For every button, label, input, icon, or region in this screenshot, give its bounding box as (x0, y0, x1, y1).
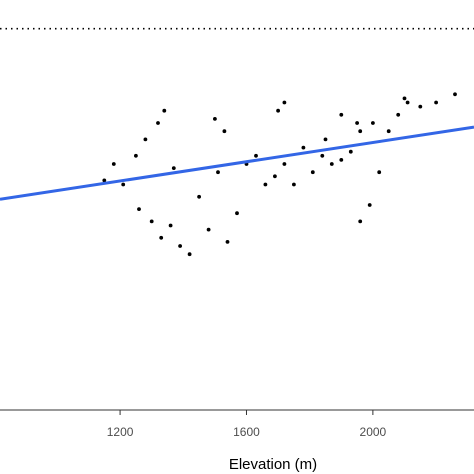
data-point (168, 223, 173, 228)
data-point (121, 182, 126, 187)
data-point (348, 149, 353, 154)
x-tick-label: 2000 (360, 425, 387, 439)
data-point (137, 207, 141, 212)
data-point (320, 153, 325, 158)
data-point (301, 145, 306, 150)
x-tick-label: 1200 (107, 425, 134, 439)
x-axis-title: Elevation (m) (229, 456, 317, 473)
data-point (213, 117, 217, 121)
data-point (402, 96, 407, 101)
data-point (386, 129, 391, 134)
data-point (254, 153, 258, 158)
data-point (143, 137, 148, 142)
data-point (396, 112, 401, 117)
data-point (358, 129, 363, 134)
data-point (162, 108, 167, 113)
data-point (282, 162, 287, 166)
data-point (418, 104, 423, 109)
data-point (156, 121, 160, 125)
data-point (310, 170, 315, 175)
data-point (434, 100, 438, 105)
data-point (367, 203, 372, 207)
x-tick-label: 1600 (233, 425, 260, 439)
data-point (339, 158, 344, 162)
x-axis-ticks: 1200 1600 2000 (107, 410, 387, 439)
data-point (371, 121, 375, 125)
data-point (134, 153, 138, 158)
data-point (358, 219, 363, 224)
data-point (355, 121, 359, 125)
data-point (197, 194, 202, 199)
data-point (235, 211, 239, 216)
data-point (273, 174, 277, 179)
data-point (111, 162, 116, 166)
data-point (377, 170, 382, 175)
data-point (323, 137, 328, 142)
data-point (149, 219, 154, 224)
data-point (276, 108, 280, 113)
data-point (292, 182, 296, 187)
data-point (171, 166, 176, 171)
data-point (102, 178, 107, 183)
data-points (102, 92, 457, 257)
data-point (225, 240, 230, 244)
data-point (282, 100, 287, 105)
data-point (206, 227, 211, 232)
data-point (187, 252, 192, 257)
data-point (222, 129, 227, 134)
data-point (178, 244, 183, 248)
data-point (405, 100, 410, 105)
data-point (339, 112, 344, 117)
data-point (159, 235, 164, 240)
data-point (263, 182, 268, 187)
trend-line (0, 125, 474, 201)
data-point (329, 162, 334, 166)
data-point (216, 170, 220, 175)
data-point (453, 92, 457, 97)
